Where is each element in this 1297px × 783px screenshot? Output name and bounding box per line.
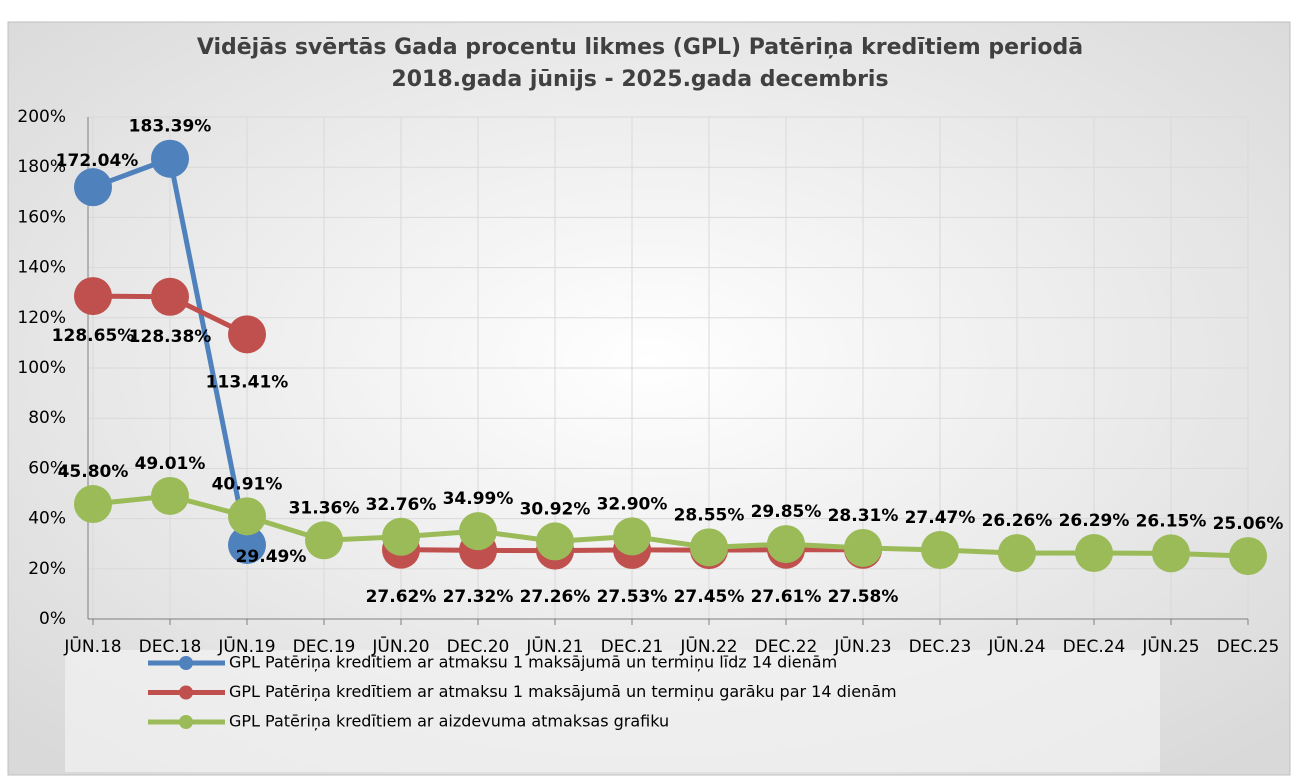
point-marker: [151, 139, 189, 178]
y-tick-label: 0%: [39, 609, 66, 629]
y-tick-label: 100%: [17, 358, 66, 378]
point-marker: [228, 315, 266, 354]
point-marker: [228, 525, 266, 564]
legend-label: GPL Patēriņa kredītiem ar atmaksu 1 maks…: [229, 653, 837, 672]
data-label: 27.47%: [905, 508, 976, 528]
legend-marker: [179, 715, 193, 729]
data-label: 27.61%: [751, 587, 822, 607]
point-marker: [767, 525, 805, 564]
x-tick-label: DEC.21: [601, 637, 664, 657]
point-marker: [305, 521, 343, 560]
data-label: 26.15%: [1136, 511, 1207, 531]
x-tick-label: DEC.22: [755, 637, 818, 657]
chart-title: Vidējās svērtās Gada procentu likmes (GP…: [197, 35, 1083, 60]
data-label: 29.49%: [236, 547, 307, 567]
data-label: 26.29%: [1059, 511, 1130, 531]
data-label: 27.45%: [674, 587, 745, 607]
point-marker: [1229, 537, 1267, 576]
point-marker: [459, 512, 497, 551]
x-tick-label: JŪN.20: [371, 635, 429, 657]
point-marker: [382, 517, 420, 556]
data-label: 32.76%: [366, 495, 437, 515]
y-tick-label: 160%: [17, 207, 66, 227]
data-label: 183.39%: [129, 117, 212, 137]
data-label: 28.31%: [828, 506, 899, 526]
y-tick-label: 40%: [28, 509, 66, 529]
x-tick-label: JŪN.24: [987, 635, 1045, 657]
data-label: 34.99%: [443, 489, 514, 509]
point-marker: [613, 517, 651, 556]
data-label: 27.53%: [597, 587, 668, 607]
y-tick-label: 20%: [28, 559, 66, 579]
series-line: [92, 493, 1249, 559]
legend-marker: [179, 656, 193, 670]
y-tick-label: 140%: [17, 258, 66, 278]
legend-label: GPL Patēriņa kredītiem ar aizdevuma atma…: [229, 712, 669, 731]
data-label: 31.36%: [289, 498, 360, 518]
point-marker: [998, 534, 1036, 573]
y-tick-label: 60%: [28, 458, 66, 478]
y-tick-label: 180%: [17, 157, 66, 177]
x-tick-label: JŪN.25: [1141, 635, 1199, 657]
legend-label: GPL Patēriņa kredītiem ar atmaksu 1 maks…: [229, 682, 897, 701]
y-tick-label: 120%: [17, 308, 66, 328]
data-label: 40.91%: [212, 474, 283, 494]
data-label: 128.65%: [52, 326, 135, 346]
data-label: 27.32%: [443, 587, 514, 607]
x-tick-label: DEC.20: [447, 637, 510, 657]
data-label: 29.85%: [751, 502, 822, 522]
data-label: 28.55%: [674, 505, 745, 525]
point-marker: [921, 531, 959, 570]
point-marker: [690, 528, 728, 567]
legend-box: [65, 650, 1160, 772]
data-label: 172.04%: [56, 151, 139, 171]
data-label: 32.90%: [597, 494, 668, 514]
point-marker: [151, 277, 189, 316]
legend-marker: [179, 685, 193, 700]
chart-subtitle: 2018.gada jūnijs - 2025.gada decembris: [391, 67, 888, 92]
data-label: 27.58%: [828, 587, 899, 607]
point-marker: [228, 497, 266, 536]
x-tick-label: DEC.24: [1063, 637, 1126, 657]
data-label: 128.38%: [129, 327, 212, 347]
data-label: 27.26%: [520, 587, 591, 607]
x-tick-label: DEC.23: [909, 637, 972, 657]
point-marker: [536, 522, 574, 561]
data-label: 113.41%: [206, 372, 289, 392]
x-tick-label: JŪN.22: [679, 635, 737, 657]
chart-frame: [7, 21, 1291, 776]
x-tick-label: DEC.25: [1217, 637, 1280, 657]
point-marker: [844, 528, 882, 567]
point-marker: [1152, 534, 1190, 573]
x-tick-label: JŪN.19: [217, 635, 275, 657]
x-tick-label: JŪN.21: [525, 635, 583, 657]
point-marker: [1075, 534, 1113, 573]
data-label: 27.62%: [366, 587, 437, 607]
x-tick-label: JŪN.23: [833, 635, 891, 657]
data-label: 45.80%: [58, 462, 129, 482]
x-tick-label: DEC.18: [139, 637, 202, 657]
x-tick-label: JŪN.18: [63, 635, 121, 657]
x-tick-label: DEC.19: [293, 637, 356, 657]
point-marker: [74, 277, 112, 316]
data-label: 49.01%: [135, 454, 206, 474]
point-marker: [74, 485, 112, 524]
point-marker: [151, 476, 189, 515]
y-tick-label: 200%: [17, 107, 66, 127]
y-tick-label: 80%: [28, 408, 66, 428]
point-marker: [74, 168, 112, 207]
data-label: 26.26%: [982, 511, 1053, 531]
data-label: 25.06%: [1213, 514, 1284, 534]
data-label: 30.92%: [520, 499, 591, 519]
